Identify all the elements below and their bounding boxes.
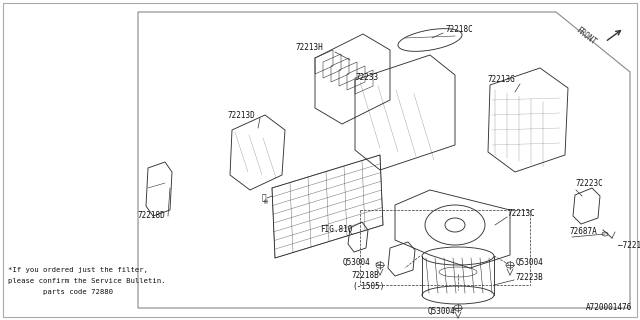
Text: FIG.810: FIG.810 [320,226,353,235]
Text: 72687A: 72687A [570,228,598,236]
Text: please confirm the Service Bulletin.: please confirm the Service Bulletin. [8,278,166,284]
Text: 72223B: 72223B [516,274,544,283]
Text: (-1505): (-1505) [352,282,385,291]
Text: 72218C: 72218C [445,26,473,35]
Text: 72218B: 72218B [352,271,380,281]
Text: 72213G: 72213G [488,76,516,84]
Text: 72213C: 72213C [508,209,536,218]
Text: FRONT: FRONT [574,25,598,47]
Text: 72213H: 72213H [296,44,324,52]
Text: 72218D: 72218D [138,212,166,220]
Text: ※: ※ [262,199,268,205]
Text: 72223C: 72223C [576,179,604,188]
Text: 72233: 72233 [355,74,378,83]
Text: Q53004: Q53004 [428,307,456,316]
Text: —72210A: —72210A [618,241,640,250]
Text: *If you ordered just the filter,: *If you ordered just the filter, [8,267,148,273]
Text: ※: ※ [262,194,267,203]
Text: Q53004: Q53004 [343,258,371,267]
Text: Q53004: Q53004 [516,258,544,267]
Text: 72213D: 72213D [228,110,256,119]
Text: A720001476: A720001476 [586,303,632,312]
Text: parts code 72880: parts code 72880 [8,289,113,295]
